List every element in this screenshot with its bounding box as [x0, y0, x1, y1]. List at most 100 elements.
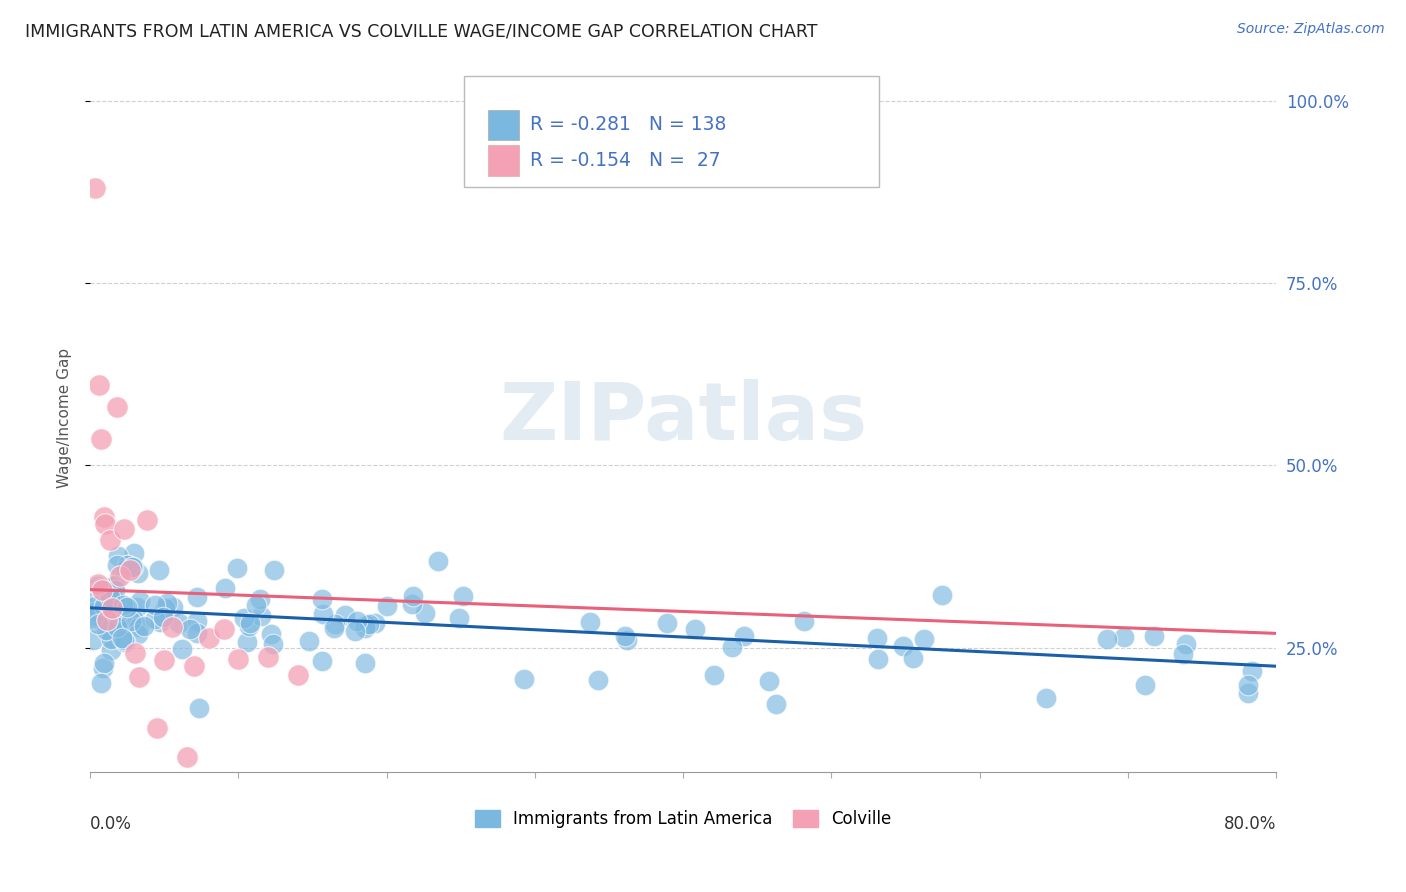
- Point: [513, 672, 536, 686]
- Point: [128, 620, 150, 634]
- Point: [149, 615, 172, 629]
- Point: [451, 589, 474, 603]
- Point: [344, 624, 367, 639]
- Point: [115, 558, 138, 572]
- Point: [426, 554, 449, 568]
- Point: [152, 610, 174, 624]
- Point: [333, 608, 356, 623]
- Y-axis label: Wage/Income Gap: Wage/Income Gap: [58, 348, 72, 488]
- Point: [214, 582, 236, 596]
- Point: [186, 590, 208, 604]
- Point: [198, 632, 221, 646]
- Point: [758, 674, 780, 689]
- Point: [93, 591, 115, 606]
- Legend: Immigrants from Latin America, Colville: Immigrants from Latin America, Colville: [468, 803, 898, 835]
- Point: [83, 181, 105, 195]
- Point: [683, 622, 706, 636]
- Point: [108, 569, 131, 583]
- Point: [323, 621, 346, 635]
- Point: [1095, 632, 1118, 647]
- Point: [93, 601, 115, 615]
- Point: [82, 611, 104, 625]
- Point: [122, 611, 145, 625]
- Text: R = -0.154   N =  27: R = -0.154 N = 27: [530, 151, 721, 170]
- Point: [1174, 637, 1197, 651]
- Point: [101, 601, 124, 615]
- Point: [245, 598, 267, 612]
- Point: [169, 615, 191, 630]
- Point: [153, 653, 176, 667]
- Point: [100, 594, 122, 608]
- Point: [100, 632, 122, 646]
- Point: [183, 659, 205, 673]
- Point: [104, 594, 127, 608]
- Point: [146, 721, 169, 735]
- Point: [1237, 678, 1260, 692]
- Point: [449, 611, 471, 625]
- Point: [120, 614, 142, 628]
- Point: [186, 614, 208, 628]
- Point: [357, 617, 380, 632]
- Point: [86, 577, 108, 591]
- Point: [98, 590, 121, 604]
- Point: [105, 558, 128, 572]
- Point: [413, 606, 436, 620]
- Point: [114, 633, 136, 648]
- Point: [228, 652, 250, 666]
- Point: [83, 607, 105, 622]
- Point: [375, 599, 398, 613]
- Point: [94, 516, 117, 531]
- Text: 0.0%: 0.0%: [90, 814, 132, 832]
- Text: Source: ZipAtlas.com: Source: ZipAtlas.com: [1237, 22, 1385, 37]
- Point: [298, 633, 321, 648]
- Point: [703, 667, 725, 681]
- Point: [733, 629, 755, 643]
- Point: [127, 566, 149, 581]
- Point: [89, 607, 111, 622]
- Point: [931, 588, 953, 602]
- Point: [117, 558, 139, 573]
- Point: [103, 578, 125, 592]
- Point: [115, 599, 138, 614]
- Point: [98, 607, 121, 622]
- Point: [891, 639, 914, 653]
- Point: [259, 627, 281, 641]
- Point: [323, 616, 346, 631]
- Point: [172, 642, 194, 657]
- Point: [578, 615, 600, 629]
- Point: [107, 549, 129, 564]
- Text: ZIPatlas: ZIPatlas: [499, 379, 868, 457]
- Point: [263, 636, 285, 650]
- Point: [114, 634, 136, 648]
- Point: [128, 594, 150, 608]
- Point: [613, 630, 636, 644]
- Point: [127, 627, 149, 641]
- Point: [105, 400, 128, 414]
- Point: [132, 619, 155, 633]
- Point: [114, 599, 136, 613]
- Point: [148, 564, 170, 578]
- Point: [94, 588, 117, 602]
- Point: [108, 618, 131, 632]
- Point: [93, 509, 115, 524]
- Point: [143, 612, 166, 626]
- Point: [86, 591, 108, 606]
- Point: [346, 614, 368, 628]
- Point: [616, 633, 638, 648]
- Point: [311, 654, 333, 668]
- Point: [83, 605, 105, 619]
- Point: [1240, 664, 1263, 678]
- Point: [179, 622, 201, 636]
- Point: [176, 750, 198, 764]
- Point: [143, 598, 166, 612]
- Point: [127, 599, 149, 614]
- Point: [257, 649, 280, 664]
- Point: [765, 698, 787, 712]
- Point: [212, 622, 235, 636]
- Point: [94, 624, 117, 638]
- Point: [93, 599, 115, 614]
- Point: [186, 625, 208, 640]
- Point: [1143, 629, 1166, 643]
- Point: [236, 634, 259, 648]
- Point: [96, 613, 118, 627]
